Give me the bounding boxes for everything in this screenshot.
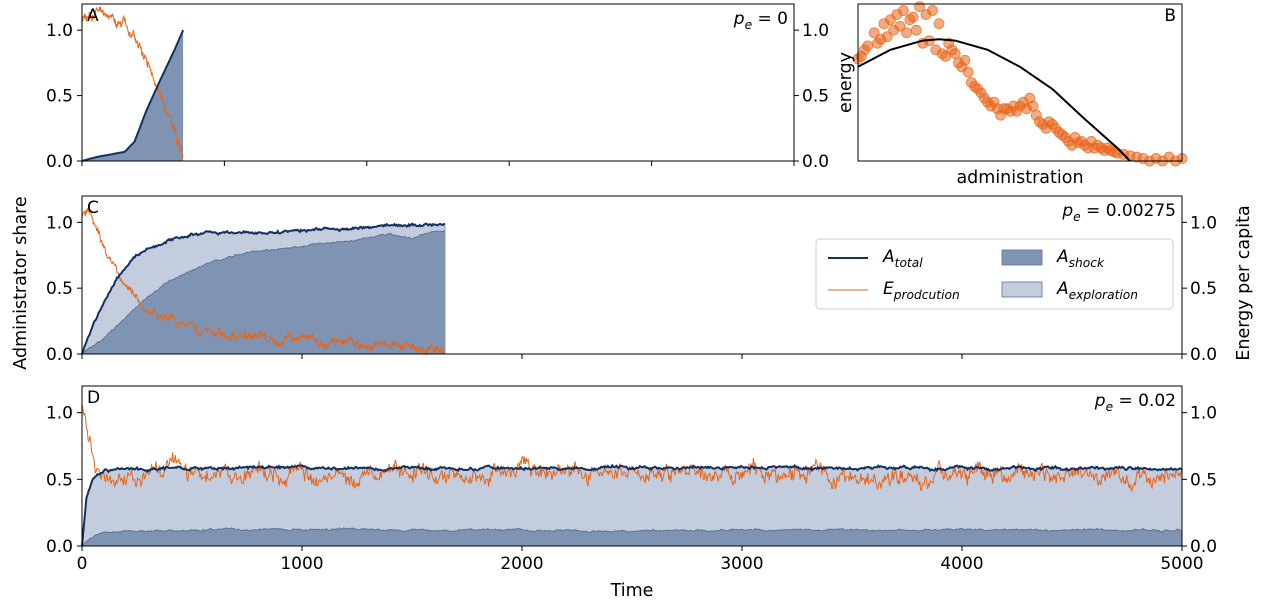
panel-C-total-line [81,222,446,355]
panel-A-energy-line [81,6,184,159]
panel-B-point [1027,100,1039,112]
y-axis-label-left: Administrator share [11,196,31,369]
panel-D-shock-edge [81,526,1183,547]
legend-label-prodcution: Eprodcution [883,279,960,302]
panel-D-ytick-left-label: 1.0 [46,404,73,424]
panel-A-ytick-right-label: 1.0 [802,21,829,41]
panel-B-point [959,54,971,66]
panel-B-point [927,5,938,16]
legend-label-total: Atotal [882,247,923,270]
panel-A-ytick-left-label: 0.0 [46,152,73,172]
legend-swatch-shock [1001,249,1043,266]
panel-B-point [962,66,974,78]
panel-D-letter: D [87,388,100,408]
panel-D-shock-area [82,527,1182,546]
panel-D-param-label: pe = 0.02 [1094,391,1176,414]
panel-A-frame [81,3,795,162]
panel-C-ytick-left-label: 1.0 [46,213,73,233]
panel-D-ytick-left-label: 0.0 [46,537,73,557]
panel-C-letter: C [87,198,99,218]
panel-D-ytick-right-label: 0.5 [1190,470,1217,490]
x-tick-label: 0 [77,554,88,574]
panel-D-ytick-left-label: 0.5 [46,470,73,490]
panel-B-ylabel: energy [836,52,856,113]
panel-C-ytick-left-label: 0.5 [46,279,73,299]
panel-D-ytick-right-label: 1.0 [1190,404,1217,424]
panel-A-param-label: pe = 0 [733,9,788,32]
panel-B-fit-curve [857,38,1131,162]
panel-D-energy-line [81,403,1183,493]
legend-label-exploration: Aexploration [1056,279,1138,302]
panel-D-ytick-right-label: 0.0 [1190,537,1217,557]
panel-A-ytick-left-label: 0.5 [46,87,73,107]
panel-B-point [868,27,880,39]
panel-A-total-line [81,29,185,162]
y-axis-label-right: Energy per capita [1234,205,1254,360]
x-tick-label: 5000 [1160,554,1203,574]
panel-C-ytick-right-label: 1.0 [1190,213,1217,233]
x-axis-label: Time [610,581,654,601]
panel-A-ytick-left-label: 1.0 [46,21,73,41]
panel-C-param-label: pe = 0.00275 [1061,201,1176,224]
legend-box [815,238,1174,310]
panel-B-point [910,24,922,36]
legend-swatch-exploration [1001,281,1043,298]
panel-C-ytick-right-label: 0.5 [1190,279,1217,299]
panel-A-ytick-right-label: 0.5 [802,87,829,107]
panel-A-ytick-right-label: 0.0 [802,152,829,172]
panel-B-point [862,40,874,52]
panel-C-frame [81,195,1183,355]
panel-D-frame [81,385,1183,547]
panel-B-point [881,31,893,43]
panel-A-shock-area [82,30,184,162]
x-tick-label: 2000 [500,554,543,574]
panel-B-point [901,27,912,39]
panel-B-point [949,48,961,60]
panel-B-point [933,18,945,30]
panel-D-total-line [81,463,1183,547]
panel-C-shock-area [82,230,445,354]
panel-B-letter: B [1164,6,1176,26]
x-tick-label: 4000 [940,554,983,574]
panel-C-shock-edge [81,230,446,355]
panel-B-point [907,11,919,23]
legend-label-shock: Ashock [1056,247,1105,270]
panel-B-frame [857,3,1183,162]
x-tick-label: 3000 [720,554,763,574]
x-tick-label: 1000 [280,554,323,574]
panel-C-ytick-right-label: 0.0 [1190,345,1217,365]
panel-B-xlabel: administration [956,168,1083,188]
panel-A-letter: A [87,6,99,26]
legend: Atotal Eprodcution Ashock Aexploration [815,238,1174,310]
panel-B-point [897,5,909,16]
panel-C-ytick-left-label: 0.0 [46,345,73,365]
panel-B-point [894,20,906,32]
panel-C-energy-line [81,208,446,356]
